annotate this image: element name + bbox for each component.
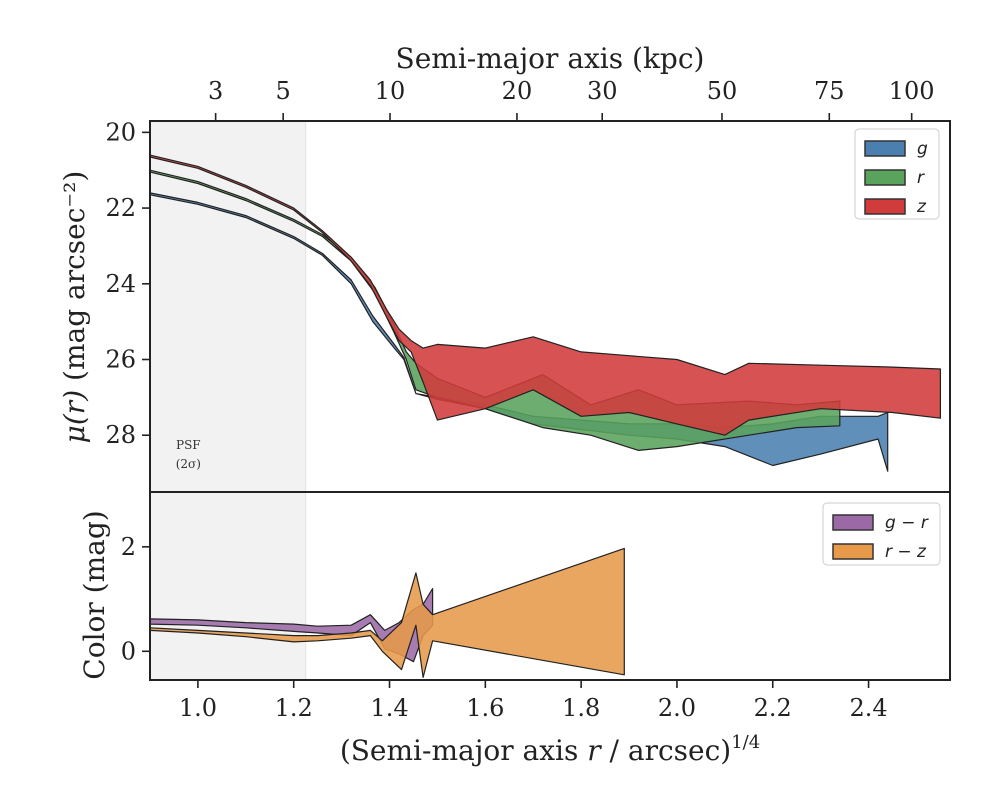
top-tick-label-3: 20 [502,77,533,105]
top-tick-label-5: 50 [707,77,738,105]
bottom-panel-frame [149,491,951,681]
legend-top: grz [854,128,940,220]
legend-top-swatch-1 [864,169,906,186]
color-bands [149,547,625,678]
surface-brightness-bands [149,154,941,472]
top-tick-label-2: 10 [375,77,406,105]
color-band-1 [149,547,625,678]
bottom-y-axis-label: Color (mag) [78,510,111,679]
top-tick-label-1: 5 [276,77,291,105]
xtick-label-5: 2.0 [658,694,696,722]
xtick-label-0: 1.0 [179,694,217,722]
psf-label: PSF [176,438,201,452]
legend-bottom: g − r r − z [822,502,941,566]
ytick-label-top-0: 20 [105,118,136,146]
psf-sublabel: (2σ) [176,457,201,471]
axes-layer: 20 22 24 26 28 0 2 1.0 1.2 1.4 1.6 1.8 2.0 2.2 2.4 3 5 10… [58,42,951,767]
ytick-label-bottom-1: 2 [121,533,136,561]
xtick-label-2: 1.4 [370,694,408,722]
top-tick-label-0: 3 [208,77,223,105]
legend-top-label-0: g [917,139,928,159]
ytick-label-top-1: 22 [105,194,136,222]
ytick-label-top-4: 28 [105,421,136,449]
top-y-axis-label: μ(r) (mag arcsec⁻²) [58,171,91,444]
legend-bottom-swatch-1 [832,543,874,560]
ytick-label-bottom-0: 0 [121,637,136,665]
xtick-label-6: 2.2 [754,694,792,722]
legend-bottom-label-0: g − r [885,513,929,533]
legend-top-swatch-0 [864,140,906,157]
legend-bottom-label-1: r − z [885,542,927,562]
top-tick-label-6: 75 [814,77,845,105]
bottom-axis-label: (Semi-major axis r / arcsec)1/4 [340,732,760,767]
ytick-label-top-3: 26 [105,346,136,374]
xtick-label-4: 1.8 [562,694,600,722]
top-tick-label-4: 30 [587,77,618,105]
xtick-label-1: 1.2 [275,694,313,722]
xtick-label-7: 2.4 [849,694,887,722]
sb-band-2 [149,154,941,436]
legend-bottom-swatch-0 [832,514,874,531]
top-axis-label: Semi-major axis (kpc) [396,42,705,75]
legends: grz g − r r − z [822,128,941,566]
ytick-label-top-2: 24 [105,270,136,298]
xtick-label-3: 1.6 [466,694,504,722]
legend-top-label-2: z [916,197,927,217]
legend-top-label-1: r [917,168,925,188]
legend-top-swatch-2 [864,198,906,215]
top-tick-label-7: 100 [889,77,935,105]
